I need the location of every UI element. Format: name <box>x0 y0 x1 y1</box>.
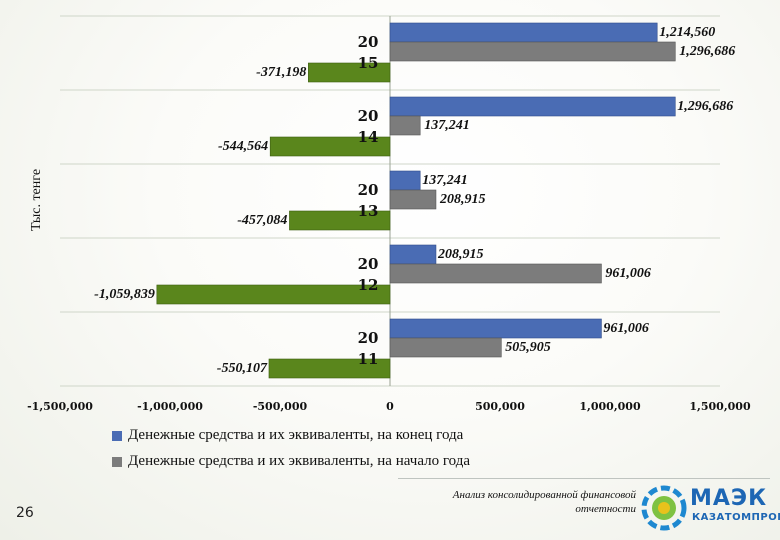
x-tick-label: 1,000,000 <box>579 400 641 413</box>
bar-start-of-year <box>389 115 421 136</box>
data-label: -544,564 <box>218 139 268 154</box>
data-label: 1,296,686 <box>679 44 735 59</box>
x-tick-label: 500,000 <box>475 400 525 413</box>
category-label: 15 <box>358 54 379 72</box>
bar-start-of-year <box>389 189 437 210</box>
category-label: 20 <box>358 107 379 125</box>
y-axis-label: Тыс. тенге <box>29 169 44 231</box>
logo-text: МАЭК <box>690 486 768 511</box>
legend-item-start-of-year: Денежные средства и их эквиваленты, на н… <box>112 453 470 470</box>
bar-end-of-year <box>389 170 421 191</box>
data-label: 137,241 <box>422 173 468 188</box>
x-tick-label: -500,000 <box>253 400 308 413</box>
category-label: 20 <box>358 329 379 347</box>
logo-subtext: КАЗАТОМПРОМ <box>692 512 780 523</box>
data-label: -371,198 <box>256 65 306 80</box>
data-label: 208,915 <box>439 192 486 207</box>
data-labels: 1,214,560 1,296,686 -371,198 20 15 1,296,686 1… <box>94 25 735 376</box>
category-label: 12 <box>358 276 379 294</box>
x-tick-label: 0 <box>386 400 394 413</box>
logo-emblem-icon <box>641 485 687 531</box>
category-label: 14 <box>358 128 379 146</box>
legend-label: Денежные средства и их эквиваленты, на н… <box>128 453 470 469</box>
bar-end-of-year <box>389 96 676 117</box>
caption-line-1: Анализ консолидированной финансовой <box>452 489 636 501</box>
x-tick-label: -1,500,000 <box>27 400 93 413</box>
data-label: 505,905 <box>505 340 550 355</box>
bars <box>156 22 676 379</box>
bar-start-of-year <box>389 41 676 62</box>
bar-end-of-year <box>389 244 437 265</box>
category-label: 11 <box>358 350 379 368</box>
data-label: 137,241 <box>424 118 470 133</box>
bar-start-of-year <box>389 337 502 358</box>
category-label: 13 <box>358 202 379 220</box>
caption-line-2: отчетности <box>575 503 636 515</box>
category-label: 20 <box>358 33 379 51</box>
company-logo: МАЭК КАЗАТОМПРОМ <box>640 484 780 532</box>
bar-end-of-year <box>389 318 602 339</box>
category-label: 20 <box>358 255 379 273</box>
data-label: 961,006 <box>605 266 651 281</box>
bar-negative <box>308 62 391 83</box>
data-label: -1,059,839 <box>94 287 155 302</box>
footer-divider <box>398 478 770 479</box>
data-label: 961,006 <box>603 321 649 336</box>
page-number: 26 <box>16 505 34 521</box>
x-tick-label: -1,000,000 <box>137 400 203 413</box>
bar-negative <box>269 136 391 157</box>
legend-label: Денежные средства и их эквиваленты, на к… <box>128 427 464 443</box>
legend-swatch-blue <box>112 430 122 441</box>
bar-start-of-year <box>389 263 602 284</box>
x-tick-label: 1,500,000 <box>689 400 751 413</box>
legend-item-end-of-year: Денежные средства и их эквиваленты, на к… <box>112 427 463 444</box>
data-label: -457,084 <box>237 213 287 228</box>
bar-end-of-year <box>389 22 658 43</box>
category-label: 20 <box>358 181 379 199</box>
x-axis: -1,500,000 -1,000,000 -500,000 0 500,000 1,00… <box>27 400 751 413</box>
legend-swatch-gray <box>112 456 122 467</box>
bar-negative <box>268 358 391 379</box>
data-label: 1,296,686 <box>677 99 733 114</box>
data-label: 1,214,560 <box>659 25 715 40</box>
data-label: -550,107 <box>217 361 268 376</box>
footer-caption: Анализ консолидированной финансовой отче… <box>396 488 636 516</box>
bar-negative <box>289 210 391 231</box>
data-label: 208,915 <box>437 247 484 262</box>
bar-negative <box>156 284 391 305</box>
